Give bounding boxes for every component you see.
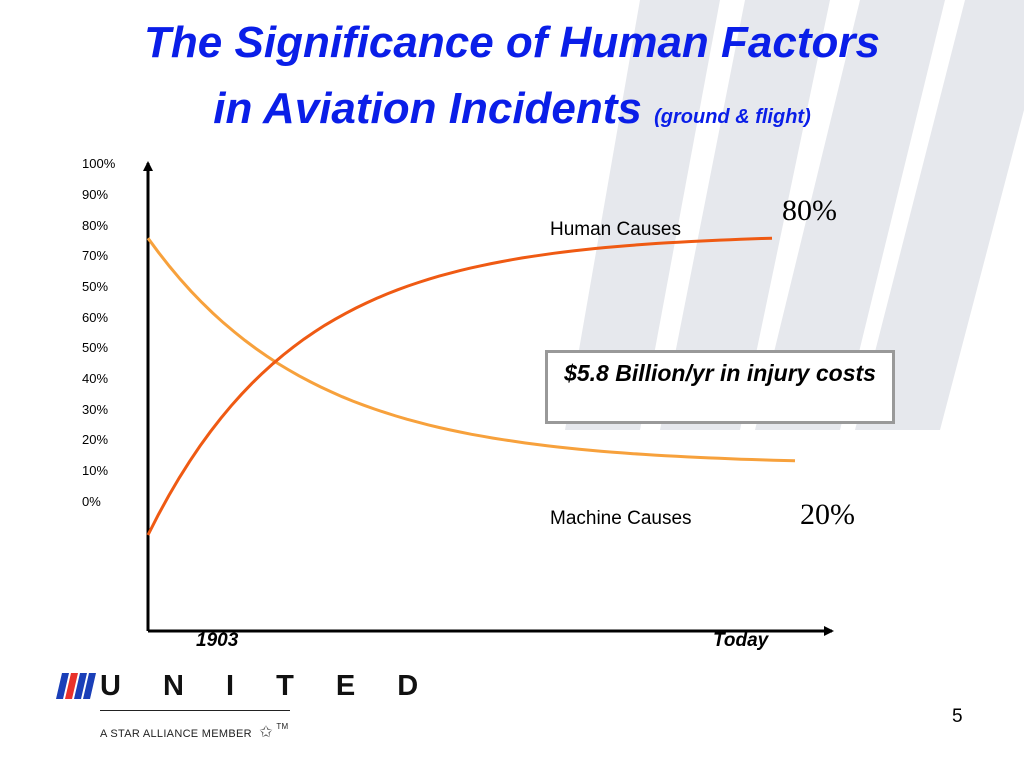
series-line-human-causes xyxy=(146,236,773,536)
y-tick-label: 20% xyxy=(82,432,109,447)
star-alliance-text: A STAR ALLIANCE MEMBER ✩ TM xyxy=(100,722,288,742)
trademark-mark: TM xyxy=(276,722,289,731)
x-tick-label-end: Today xyxy=(713,630,769,651)
page-title-line-1: The Significance of Human Factors xyxy=(144,18,880,67)
y-tick-label: 50% xyxy=(82,279,109,294)
y-tick-label: 60% xyxy=(82,310,109,325)
logo-divider xyxy=(100,710,290,711)
page-title-line-2: in Aviation Incidents (ground & flight) xyxy=(0,84,1024,134)
series-label-machine-causes: Machine Causes xyxy=(550,508,692,529)
injury-cost-callout: $5.8 Billion/yr in injury costs xyxy=(545,350,895,424)
y-tick-label: 10% xyxy=(82,463,109,478)
star-alliance-label: A STAR ALLIANCE MEMBER xyxy=(100,728,252,740)
data-label-human-end: 80% xyxy=(782,194,837,227)
united-tulip-logo-icon xyxy=(56,673,96,699)
y-tick-label: 0% xyxy=(82,494,101,509)
y-tick-label: 40% xyxy=(82,371,109,386)
y-tick-label: 50% xyxy=(82,340,109,355)
page-title-subtitle: (ground & flight) xyxy=(654,106,811,128)
page-title-main: in Aviation Incidents xyxy=(213,84,642,133)
series-label-human-causes: Human Causes xyxy=(550,219,681,240)
y-tick-label: 80% xyxy=(82,218,109,233)
y-tick-label: 100% xyxy=(82,156,116,171)
y-tick-label: 70% xyxy=(82,248,109,263)
y-tick-label: 90% xyxy=(82,187,109,202)
star-alliance-star-icon: ✩ xyxy=(259,724,273,741)
page-number: 5 xyxy=(952,706,963,727)
data-label-machine-end: 20% xyxy=(800,498,855,531)
united-wordmark: U N I T E D xyxy=(100,670,436,702)
y-tick-label: 30% xyxy=(82,402,109,417)
x-tick-label-start: 1903 xyxy=(196,630,239,651)
series-line-machine-causes xyxy=(146,237,796,463)
